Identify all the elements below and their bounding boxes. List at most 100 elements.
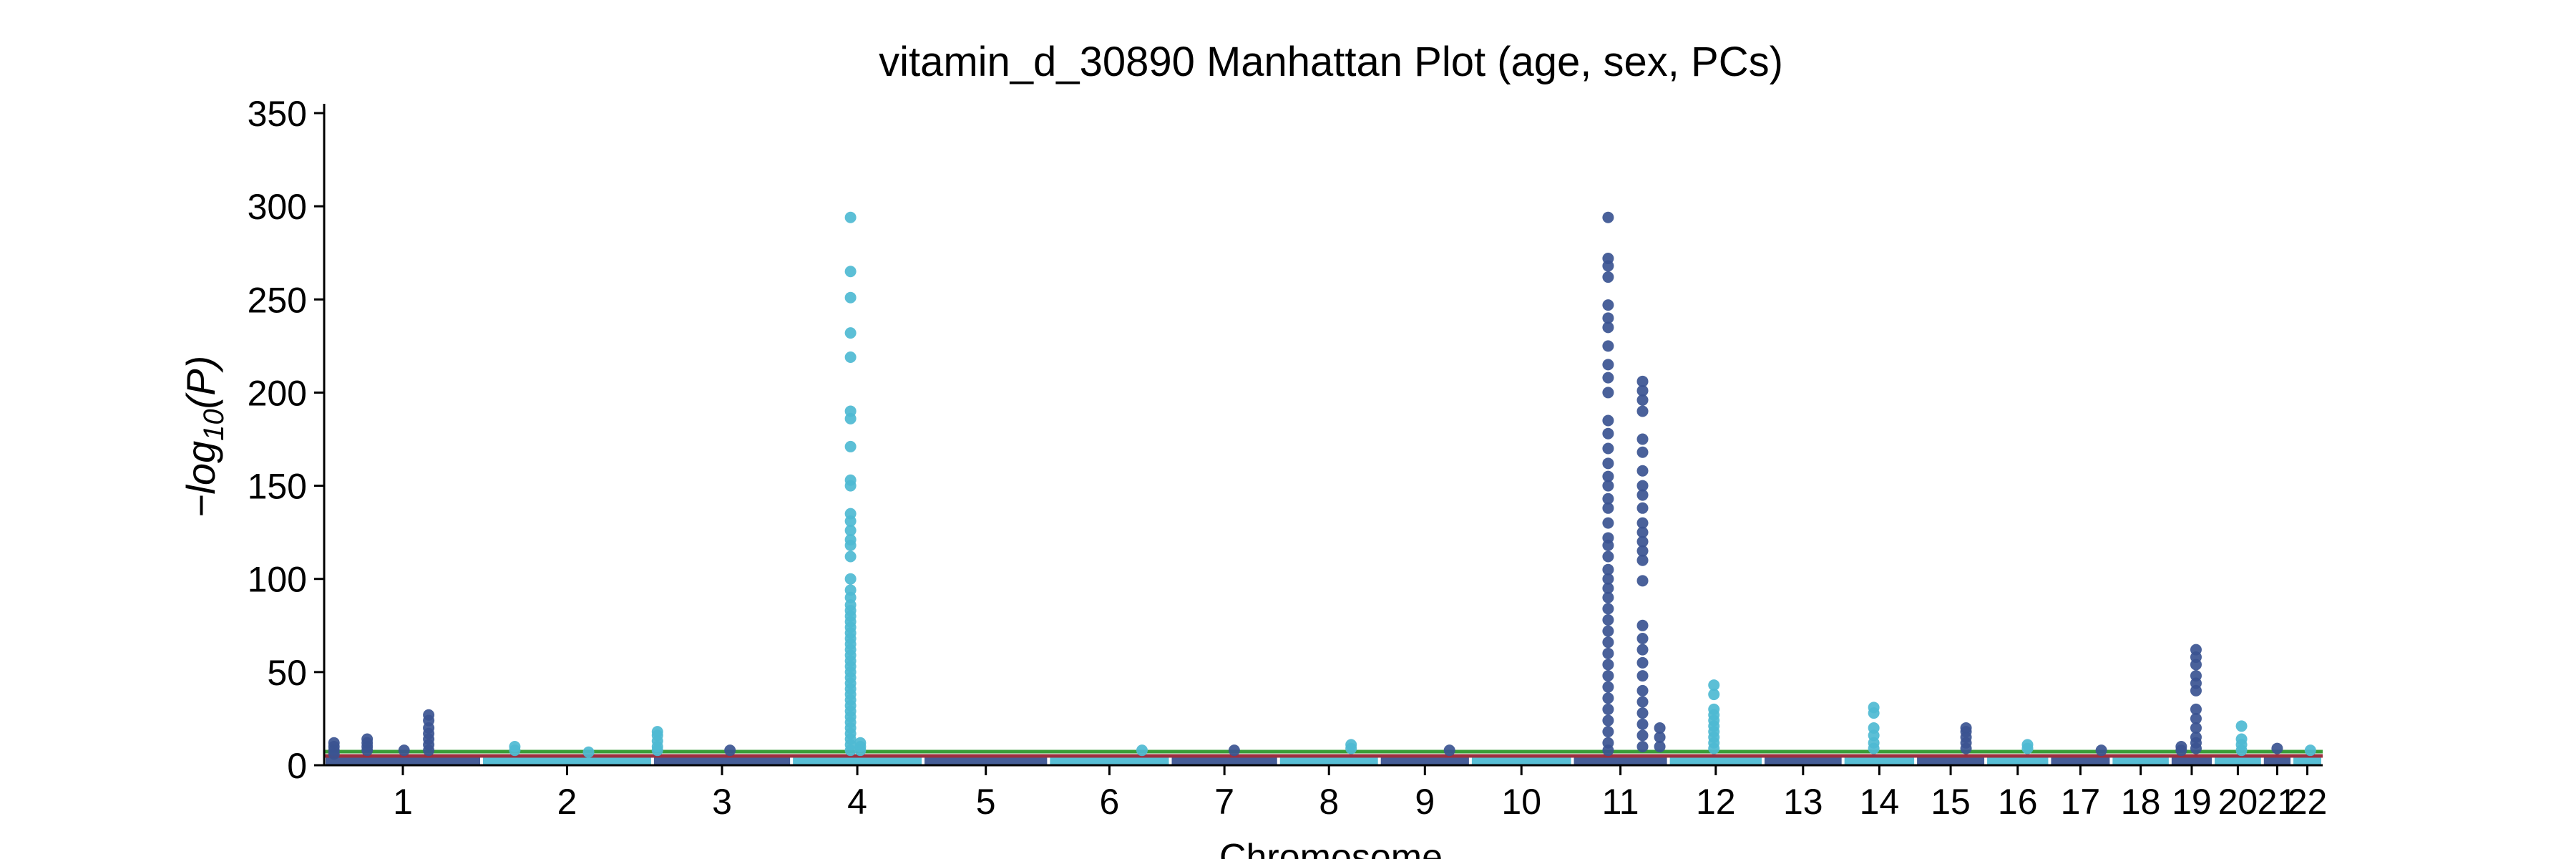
data-point-chr4	[844, 211, 857, 223]
x-tick-label-21: 21	[2258, 782, 2298, 822]
data-point-chr2	[651, 744, 663, 757]
data-point-chr4	[844, 327, 857, 339]
data-point-chr4	[844, 480, 857, 492]
data-point-chr11	[1636, 575, 1649, 587]
x-tick-label-11: 11	[1602, 782, 1639, 822]
data-point-chr11	[1602, 625, 1614, 637]
data-point-chr2	[582, 746, 595, 758]
data-point-chr19	[2190, 722, 2202, 734]
data-point-chr1	[361, 744, 374, 757]
data-point-chr11	[1602, 457, 1614, 470]
data-point-chr8	[1345, 742, 1357, 754]
data-point-chr11	[1636, 489, 1649, 501]
data-point-chr19	[2175, 744, 2187, 757]
x-tick-label-18: 18	[2121, 782, 2161, 822]
data-point-chr1	[328, 748, 340, 760]
data-point-chr11	[1602, 659, 1614, 671]
data-point-chr11	[1654, 731, 1666, 743]
data-point-chr11	[1602, 312, 1614, 324]
x-tick-label-12: 12	[1696, 782, 1736, 822]
data-point-chr11	[1654, 722, 1666, 734]
data-point-chr12	[1708, 742, 1720, 754]
data-point-chr11	[1602, 563, 1614, 576]
data-point-chr11	[1602, 647, 1614, 659]
x-tick-label-17: 17	[2061, 782, 2101, 822]
data-point-chr11	[1602, 550, 1614, 563]
data-point-chr16	[2021, 742, 2034, 754]
data-point-chr11	[1636, 656, 1649, 669]
data-point-chr11	[1602, 321, 1614, 334]
data-point-chr11	[1636, 707, 1649, 719]
y-axis-label-prefix: −log	[178, 441, 223, 518]
y-axis-label-suffix: (P)	[178, 356, 223, 409]
data-point-chr1	[423, 744, 435, 757]
y-tick-label-150: 150	[248, 467, 307, 507]
data-point-chr11	[1636, 619, 1649, 631]
data-point-chr20	[2235, 744, 2248, 757]
data-point-chr11	[1654, 740, 1666, 752]
chart-title: vitamin_d_30890 Manhattan Plot (age, sex…	[879, 39, 1783, 85]
data-point-chr17	[2095, 744, 2107, 757]
data-point-chr11	[1636, 633, 1649, 645]
data-point-chr12	[1708, 689, 1720, 701]
y-tick-label-50: 50	[267, 653, 307, 693]
data-point-chr14	[1868, 707, 1880, 719]
data-point-chr15	[1960, 742, 1972, 754]
data-point-chr11	[1602, 670, 1614, 682]
x-tick-label-7: 7	[1214, 782, 1234, 822]
data-point-chr11	[1602, 591, 1614, 603]
data-point-chr11	[1636, 375, 1649, 387]
x-tick-label-10: 10	[1501, 782, 1541, 822]
data-point-chr11	[1602, 603, 1614, 615]
data-point-chr11	[1602, 427, 1614, 440]
data-point-chr11	[1636, 718, 1649, 730]
data-point-chr7	[1228, 744, 1240, 757]
data-point-chr11	[1636, 729, 1649, 742]
data-point-chr11	[1602, 414, 1614, 427]
data-point-chr4	[844, 351, 857, 363]
x-tick-label-15: 15	[1931, 782, 1971, 822]
data-point-chr19	[2190, 712, 2202, 724]
data-point-chr4	[844, 515, 857, 528]
data-point-chr11	[1602, 681, 1614, 693]
x-tick-label-19: 19	[2172, 782, 2212, 822]
data-point-chr11	[1636, 696, 1649, 708]
data-point-chr11	[1602, 492, 1614, 505]
data-point-chr19	[2190, 742, 2202, 754]
data-point-chr4	[854, 744, 867, 757]
data-point-chr4	[844, 539, 857, 551]
data-point-chr11	[1602, 359, 1614, 371]
data-point-chr4	[844, 440, 857, 452]
data-point-chr11	[1602, 299, 1614, 311]
data-point-chr22	[2304, 744, 2316, 757]
data-point-chr4	[844, 291, 857, 304]
svg-text:−log10(P): −log10(P)	[178, 356, 230, 518]
data-point-chr11	[1636, 446, 1649, 458]
data-point-chr4	[844, 266, 857, 278]
x-tick-label-3: 3	[712, 782, 732, 822]
data-point-chr20	[2235, 720, 2248, 732]
data-point-chr11	[1602, 340, 1614, 352]
data-point-chr11	[1602, 726, 1614, 738]
data-point-chr11	[1602, 692, 1614, 704]
data-point-chr11	[1636, 517, 1649, 529]
x-tick-label-14: 14	[1860, 782, 1900, 822]
x-tick-label-22: 22	[2288, 782, 2328, 822]
data-point-chr11	[1602, 387, 1614, 399]
data-point-chr11	[1602, 744, 1614, 757]
data-point-chr4	[844, 550, 857, 563]
data-point-chr11	[1636, 644, 1649, 656]
data-point-chr11	[1602, 703, 1614, 715]
y-tick-label-0: 0	[287, 746, 307, 786]
data-point-chr11	[1636, 465, 1649, 477]
data-point-chr11	[1636, 684, 1649, 697]
data-point-chr3	[724, 744, 736, 757]
data-point-chr11	[1636, 405, 1649, 417]
x-tick-label-4: 4	[847, 782, 867, 822]
data-point-chr11	[1602, 260, 1614, 272]
data-point-chr4	[844, 573, 857, 585]
data-point-chr11	[1602, 372, 1614, 384]
data-point-chr11	[1602, 539, 1614, 551]
